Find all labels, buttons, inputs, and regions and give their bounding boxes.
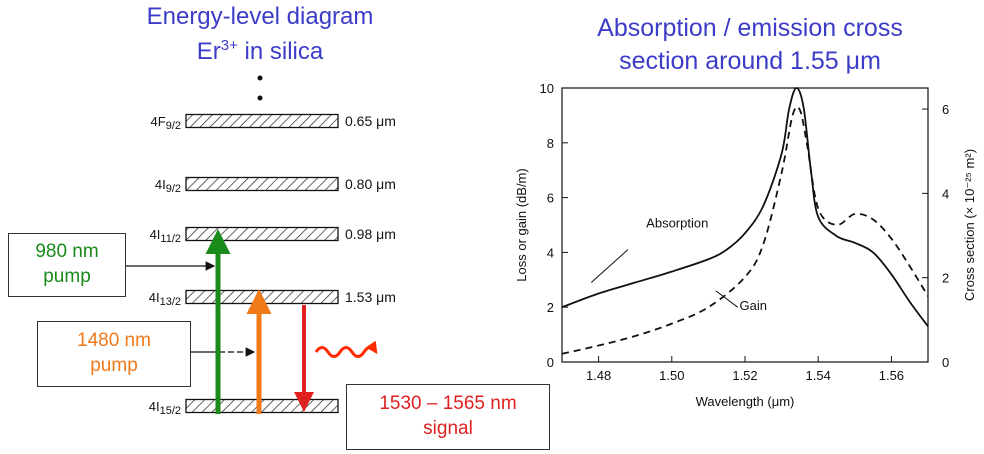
- gain-annotation: Gain: [740, 298, 767, 313]
- y2-tick-label: 0: [942, 355, 949, 370]
- pump-980-box: 980 nm pump: [8, 233, 126, 297]
- signal-box: 1530 – 1565 nm signal: [346, 384, 550, 450]
- host-material: in silica: [237, 38, 324, 65]
- signal-wavelength-range: 1530 – 1565 nm: [379, 393, 517, 414]
- y-tick-label: 6: [547, 191, 554, 206]
- pump-1480-label: pump: [90, 355, 138, 376]
- energy-level-bar: [185, 398, 339, 414]
- pump-1480-box: 1480 nm pump: [37, 321, 191, 387]
- y-tick-label: 2: [547, 300, 554, 315]
- y2-axis-label: Cross section (× 10⁻²⁵ m²): [962, 149, 977, 301]
- energy-level: 4I13/2 1.53 μm: [149, 289, 396, 308]
- gain-leader: [715, 290, 738, 308]
- gain-curve: [561, 105, 929, 355]
- y-tick-label: 10: [540, 81, 554, 96]
- energy-level: 4F9/2 0.65 μm: [151, 113, 396, 132]
- absorption-leader: [590, 249, 629, 283]
- energy-diagram-title: Energy-level diagram Er3+ in silica: [80, 2, 440, 66]
- y2-tick-label: 4: [942, 186, 949, 201]
- pump-1480-wavelength: 1480 nm: [77, 330, 151, 351]
- pump-980-label: pump: [43, 266, 91, 287]
- plot-frame: [561, 87, 929, 363]
- y-tick-label: 4: [547, 245, 554, 260]
- energy-level-bar: [185, 289, 339, 305]
- y-tick-label: 0: [547, 355, 554, 370]
- y-tick-label: 8: [547, 136, 554, 151]
- cross-section-title-line1: Absorption / emission cross: [597, 14, 903, 42]
- energy-level-term: 4I11/2: [150, 227, 181, 245]
- energy-diagram-title-line2: Er3+ in silica: [80, 31, 440, 66]
- energy-level: 4I15/2: [149, 398, 339, 417]
- y2-tick-label: 6: [942, 102, 949, 117]
- absorption-curve: [561, 87, 929, 327]
- energy-level-wavelength: 0.98 μm: [345, 226, 396, 242]
- energy-level-term: 4F9/2: [151, 114, 181, 132]
- energy-level-wavelength: 0.80 μm: [345, 176, 396, 192]
- energy-level: 4I9/2 0.80 μm: [155, 176, 396, 195]
- energy-level-bar: [185, 226, 339, 242]
- cross-section-title: Absorption / emission cross section arou…: [540, 12, 960, 78]
- energy-level-wavelength: 0.65 μm: [345, 113, 396, 129]
- cross-section-chart: 1.48 1.50 1.52 1.54 1.56 0 2 4 6 8 10 0 2 4 6 Wavelengt…: [514, 81, 977, 409]
- x-tick-label: 1.50: [659, 368, 684, 383]
- y2-tick-label: 2: [942, 271, 949, 286]
- x-tick-label: 1.56: [879, 368, 904, 383]
- x-axis-label: Wavelength (μm): [696, 394, 795, 409]
- energy-level-bar: [185, 113, 339, 129]
- cross-section-title-line2: section around 1.55 μm: [619, 47, 881, 75]
- ellipsis-dot-lower: [257, 95, 263, 101]
- energy-level-bar: [185, 176, 339, 192]
- signal-label: signal: [423, 418, 473, 439]
- ion-charge: 3+: [220, 37, 238, 54]
- energy-level-term: 4I13/2: [149, 290, 181, 308]
- x-tick-label: 1.54: [806, 368, 831, 383]
- pump-980-wavelength: 980 nm: [35, 241, 99, 262]
- y-axis-label: Loss or gain (dB/m): [514, 168, 529, 281]
- x-tick-label: 1.52: [732, 368, 757, 383]
- energy-level-term: 4I9/2: [155, 177, 181, 195]
- energy-diagram-title-line1: Energy-level diagram: [146, 3, 374, 30]
- energy-level-wavelength: 1.53 μm: [345, 289, 396, 305]
- x-tick-label: 1.48: [586, 368, 611, 383]
- ion-symbol: Er: [196, 38, 221, 65]
- absorption-annotation: Absorption: [646, 216, 708, 231]
- ellipsis-dot-upper: [257, 75, 263, 81]
- energy-level-term: 4I15/2: [149, 399, 181, 417]
- energy-level: 4I11/2 0.98 μm: [150, 226, 396, 245]
